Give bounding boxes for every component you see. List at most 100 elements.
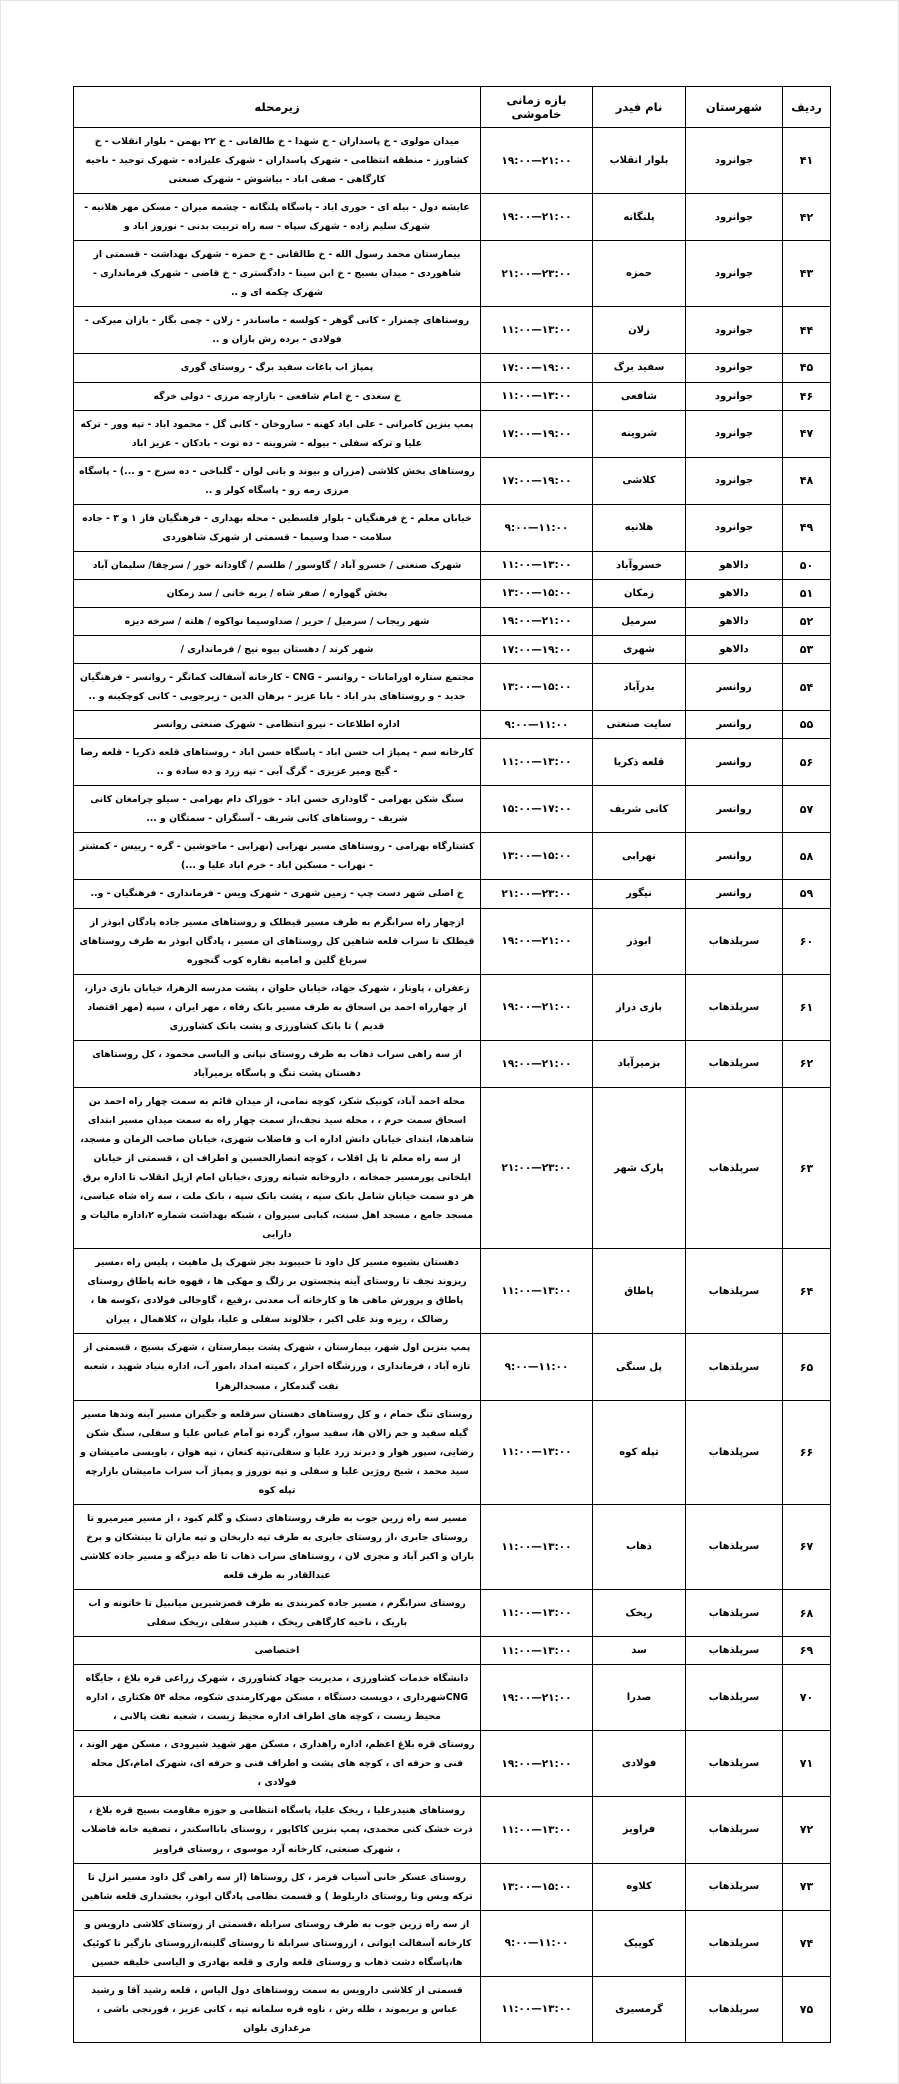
- outage-schedule-table: ردیف شهرستان نام فیدر بازه زمانی خاموشی …: [73, 86, 831, 2043]
- cell-row-number: ۷۵: [782, 1975, 831, 2043]
- cell-subareas: کشتارگاه بهرامی - روستاهای مسیر نهرابی (…: [73, 832, 481, 881]
- cell-row-number: ۷۲: [782, 1796, 831, 1864]
- cell-subareas: از سه راهی سراب ذهاب به طرف روستای نپاتی…: [73, 1039, 481, 1088]
- cell-row-number: ۴۷: [782, 409, 831, 458]
- cell-time-range: ۹:۰۰—۱۱:۰۰: [480, 1333, 593, 1401]
- cell-time-range: ۱۱:۰۰—۱۳:۰۰: [480, 1503, 593, 1591]
- cell-row-number: ۶۱: [782, 973, 831, 1041]
- column-header-feeder: نام فیدر: [592, 86, 686, 128]
- cell-row-number: ۴۳: [782, 240, 831, 308]
- cell-time-range: ۹:۰۰—۱۱:۰۰: [480, 503, 593, 552]
- table-row: ۶۲ سرپلذهاب بزمیرآباد ۱۹:۰۰—۲۱:۰۰ از سه …: [73, 1039, 831, 1088]
- cell-subareas: اداره اطلاعات - نیرو انتظامی - شهرک صنعت…: [73, 710, 481, 740]
- cell-county: سرپلذهاب: [685, 1503, 783, 1591]
- cell-time-range: ۱۷:۰۰—۱۹:۰۰: [480, 409, 593, 458]
- cell-feeder: تپله کوه: [592, 1399, 686, 1505]
- cell-subareas: عایشه دول - بیله ای - حوری اباد - پاسگاه…: [73, 193, 481, 242]
- cell-subareas: روستای تنگ حمام ، و کل روستاهای دهستان س…: [73, 1399, 481, 1505]
- cell-county: سرپلذهاب: [685, 1730, 783, 1798]
- cell-subareas: قسمتی از کلاشی دارویس به سمت روستاهای دو…: [73, 1975, 481, 2043]
- cell-row-number: ۵۳: [782, 634, 831, 665]
- cell-row-number: ۵۹: [782, 879, 831, 909]
- cell-county: سرپلذهاب: [685, 1796, 783, 1864]
- cell-subareas: پمپ بنزین اول شهر، بیمارستان ، شهرک پشت …: [73, 1333, 481, 1401]
- cell-time-range: ۹:۰۰—۱۱:۰۰: [480, 1909, 593, 1977]
- cell-subareas: دانشگاه خدمات کشاورزی ، مدیریت جهاد کشاو…: [73, 1664, 481, 1732]
- cell-county: سرپلذهاب: [685, 1333, 783, 1401]
- cell-subareas: خ اصلی شهر دست چپ - زمین شهری - شهرک ویس…: [73, 879, 481, 909]
- table-row: ۶۸ سرپلذهاب ریخک ۱۱:۰۰—۱۳:۰۰ روستای سراب…: [73, 1588, 831, 1638]
- cell-county: دالاهو: [685, 550, 783, 580]
- table-row: ۶۳ سرپلذهاب پارک شهر ۲۱:۰۰—۲۳:۰۰ محله اح…: [73, 1086, 831, 1250]
- table-row: ۴۹ جوانرود هلانیه ۹:۰۰—۱۱:۰۰ خیابان معلم…: [73, 503, 831, 552]
- cell-subareas: روستاهای هنیدرعلیا ، ریخک علیا، پاسگاه ا…: [73, 1796, 481, 1864]
- table-row: ۶۷ سرپلذهاب ذهاب ۱۱:۰۰—۱۳:۰۰ مسیر سه راه…: [73, 1503, 831, 1591]
- table-row: ۴۶ جوانرود شافعی ۱۱:۰۰—۱۳:۰۰ خ سعدی - خ …: [73, 381, 831, 411]
- cell-row-number: ۵۵: [782, 710, 831, 740]
- cell-subareas: روستاهای چمنزار - کانی گوهر - کولسه - ما…: [73, 306, 481, 355]
- table-row: ۶۹ سرپلذهاب سد ۱۱:۰۰—۱۳:۰۰ اختصاصی: [73, 1636, 831, 1666]
- cell-time-range: ۱۳:۰۰—۱۵:۰۰: [480, 578, 593, 608]
- header-row: ردیف شهرستان نام فیدر بازه زمانی خاموشی …: [73, 86, 831, 128]
- cell-time-range: ۱۱:۰۰—۱۳:۰۰: [480, 1248, 593, 1335]
- cell-feeder: ریخک: [592, 1588, 686, 1638]
- cell-row-number: ۷۰: [782, 1664, 831, 1732]
- cell-subareas: شهرک صنعتی / خسرو آباد / گاوسور / طلسم /…: [73, 550, 481, 580]
- cell-county: روانسر: [685, 710, 783, 740]
- cell-subareas: روستای عسکر خانی آسیاب قرمز ، کل روستاها…: [73, 1862, 481, 1911]
- cell-county: جوانرود: [685, 456, 783, 505]
- table-row: ۶۶ سرپلذهاب تپله کوه ۱۱:۰۰—۱۳:۰۰ روستای …: [73, 1399, 831, 1505]
- cell-feeder: سفید برگ: [592, 353, 686, 383]
- table-row: ۷۴ سرپلذهاب کوییک ۹:۰۰—۱۱:۰۰ از سه راه ز…: [73, 1909, 831, 1977]
- cell-row-number: ۴۹: [782, 503, 831, 552]
- cell-time-range: ۱۱:۰۰—۱۳:۰۰: [480, 381, 593, 411]
- cell-row-number: ۵۶: [782, 738, 831, 787]
- cell-county: روانسر: [685, 663, 783, 712]
- table-row: ۵۸ روانسر نهرابی ۱۳:۰۰—۱۵:۰۰ کشتارگاه به…: [73, 832, 831, 881]
- cell-subareas: مجتمع ستاره اورامانات - روانسر - CNG - ک…: [73, 663, 481, 712]
- cell-row-number: ۶۴: [782, 1248, 831, 1335]
- cell-row-number: ۵۴: [782, 663, 831, 712]
- table-row: ۷۵ سرپلذهاب گرمسیری ۱۱:۰۰—۱۳:۰۰ قسمتی از…: [73, 1975, 831, 2043]
- cell-time-range: ۱۷:۰۰—۱۹:۰۰: [480, 634, 593, 665]
- cell-time-range: ۱۹:۰۰—۲۱:۰۰: [480, 973, 593, 1041]
- cell-county: جوانرود: [685, 306, 783, 355]
- table-row: ۷۰ سرپلذهاب صدرا ۱۹:۰۰—۲۱:۰۰ دانشگاه خدم…: [73, 1664, 831, 1732]
- cell-time-range: ۱۷:۰۰—۱۹:۰۰: [480, 353, 593, 383]
- table-row: ۶۴ سرپلذهاب پاطاق ۱۱:۰۰—۱۳:۰۰ دهستان بشی…: [73, 1248, 831, 1335]
- cell-feeder: زمکان: [592, 578, 686, 608]
- cell-feeder: پل سنگی: [592, 1333, 686, 1401]
- cell-subareas: اختصاصی: [73, 1636, 481, 1666]
- table-row: ۵۴ روانسر بدرآباد ۱۳:۰۰—۱۵:۰۰ مجتمع ستار…: [73, 663, 831, 712]
- cell-subareas: خ سعدی - خ امام شافعی - بازارچه مرزی - د…: [73, 381, 481, 411]
- cell-feeder: پاطاق: [592, 1248, 686, 1335]
- cell-county: سرپلذهاب: [685, 973, 783, 1041]
- table-row: ۶۱ سرپلذهاب بازی دراز ۱۹:۰۰—۲۱:۰۰ زعفران…: [73, 973, 831, 1041]
- cell-row-number: ۶۸: [782, 1588, 831, 1638]
- cell-subareas: دهستان بشیوه مسیر کل داود تا حبیبوند بجز…: [73, 1248, 481, 1335]
- table-row: ۵۵ روانسر سایت صنعتی ۹:۰۰—۱۱:۰۰ اداره اط…: [73, 710, 831, 740]
- cell-feeder: کانی شریف: [592, 785, 686, 834]
- table-row: ۵۳ دالاهو شهری ۱۷:۰۰—۱۹:۰۰ شهر کرند / ده…: [73, 634, 831, 665]
- table-row: ۴۵ جوانرود سفید برگ ۱۷:۰۰—۱۹:۰۰ پمپاژ اب…: [73, 353, 831, 383]
- cell-time-range: ۱۵:۰۰—۱۷:۰۰: [480, 785, 593, 834]
- cell-subareas: از سه راه زرین جوب به طرف روستای سرابله …: [73, 1909, 481, 1977]
- cell-time-range: ۱۹:۰۰—۲۱:۰۰: [480, 193, 593, 242]
- cell-county: جوانرود: [685, 381, 783, 411]
- cell-feeder: سرمیل: [592, 606, 686, 636]
- table-row: ۴۱ جوانرود بلوار انقلاب ۱۹:۰۰—۲۱:۰۰ میدا…: [73, 126, 831, 195]
- table-row: ۴۳ جوانرود حمزه ۲۱:۰۰—۲۳:۰۰ بیمارستان مح…: [73, 240, 831, 308]
- cell-feeder: سایت صنعتی: [592, 710, 686, 740]
- table-row: ۵۰ دالاهو خسروآباد ۱۱:۰۰—۱۳:۰۰ شهرک صنعت…: [73, 550, 831, 580]
- cell-time-range: ۱۹:۰۰—۲۱:۰۰: [480, 606, 593, 636]
- cell-subareas: کارخانه سم - پمپاژ اب حسن اباد - پاسگاه …: [73, 738, 481, 787]
- table-row: ۴۷ جوانرود شروینه ۱۷:۰۰—۱۹:۰۰ پمپ بنزین …: [73, 409, 831, 458]
- cell-feeder: پلنگانه: [592, 193, 686, 242]
- table-row: ۵۲ دالاهو سرمیل ۱۹:۰۰—۲۱:۰۰ شهر ریجاب / …: [73, 606, 831, 636]
- cell-feeder: پارک شهر: [592, 1086, 686, 1250]
- cell-time-range: ۱۱:۰۰—۱۳:۰۰: [480, 1636, 593, 1666]
- cell-feeder: بازی دراز: [592, 973, 686, 1041]
- cell-time-range: ۱۹:۰۰—۲۱:۰۰: [480, 1730, 593, 1798]
- cell-county: سرپلذهاب: [685, 1636, 783, 1666]
